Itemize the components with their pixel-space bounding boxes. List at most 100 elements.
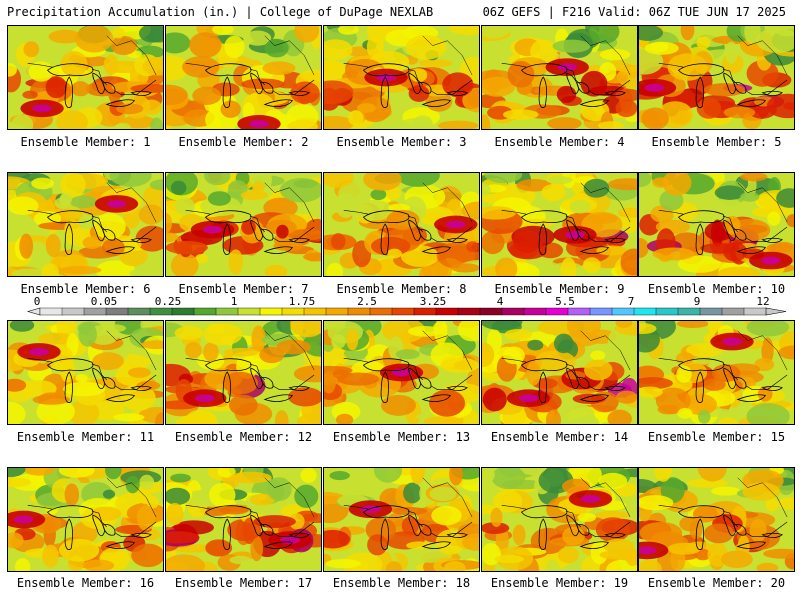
precip-blob [138, 26, 163, 43]
colorbar-label: 0 [34, 296, 41, 308]
lake-outline [408, 219, 422, 242]
precip-blob [109, 173, 152, 187]
precip-max-core [639, 546, 657, 555]
precip-blob [264, 264, 288, 276]
precip-max-core [644, 83, 665, 92]
precip-blob [324, 173, 354, 188]
precip-blob [396, 173, 440, 187]
precip-blob [192, 86, 222, 105]
precip-blob [356, 103, 376, 113]
precip-blob [224, 35, 245, 59]
precip-blob [512, 230, 541, 253]
precip-blob [264, 38, 289, 58]
lake-outline [260, 377, 274, 389]
precip-blob [116, 103, 144, 115]
precip-blob [166, 554, 206, 571]
border-line [580, 35, 631, 76]
colorbar-max-arrow [765, 307, 787, 316]
precip-blob [42, 544, 59, 568]
precip-blob [352, 199, 394, 221]
colorbar-label: 0.25 [155, 296, 182, 308]
precip-blob [776, 497, 794, 510]
ensemble-member-map [7, 320, 164, 425]
precip-blob [142, 57, 163, 76]
precip-field [482, 321, 637, 424]
precip-field [639, 26, 794, 129]
lake-outline [579, 394, 609, 402]
ensemble-member-caption: Ensemble Member: 17 [174, 576, 313, 590]
precip-blob [45, 233, 61, 258]
precip-blob [222, 371, 258, 395]
colorbar-swatch [369, 307, 393, 316]
ensemble-member-caption: Ensemble Member: 6 [20, 282, 151, 296]
precip-blob [31, 177, 55, 190]
ensemble-member-map [481, 25, 638, 130]
precip-blob [704, 523, 734, 544]
border-line [580, 330, 631, 371]
lake-outline [102, 524, 116, 536]
precip-blob [289, 513, 305, 530]
precip-blob [14, 558, 31, 571]
ensemble-member-map [7, 172, 164, 277]
border-line [501, 504, 631, 537]
ensemble-member-caption: Ensemble Member: 18 [332, 576, 471, 590]
ensemble-member-caption: Ensemble Member: 1 [20, 135, 151, 149]
border-line [422, 35, 473, 76]
precip-blob [60, 51, 88, 78]
colorbar-swatch [457, 307, 481, 316]
precip-blob [325, 558, 361, 569]
lake-outline [105, 394, 135, 402]
precip-blob [229, 394, 258, 416]
precip-blob [69, 195, 98, 209]
precip-blob [288, 387, 321, 407]
lake-outline [736, 394, 766, 402]
lake-outline [64, 371, 73, 404]
precip-blob [419, 264, 437, 276]
precip-field [166, 468, 321, 571]
precip-blob [679, 516, 700, 532]
precip-blob [166, 240, 208, 255]
precip-field [324, 468, 479, 571]
lake-outline [604, 385, 626, 392]
precip-blob [482, 206, 516, 220]
precip-blob [58, 468, 95, 478]
border-line [27, 357, 157, 390]
precip-blob [482, 468, 495, 482]
ensemble-member-map [323, 320, 480, 425]
ensemble-member-map [481, 467, 638, 572]
precip-blob [429, 389, 466, 417]
ensemble-member-caption: Ensemble Member: 15 [647, 430, 786, 444]
precip-field [324, 173, 479, 276]
precip-blob [599, 48, 631, 61]
precip-blob [639, 181, 661, 208]
precip-blob [569, 199, 591, 214]
precip-blob [273, 240, 304, 252]
precip-blob [449, 26, 479, 35]
colorbar-swatch [677, 307, 701, 316]
precip-blob [482, 543, 501, 566]
colorbar-swatch [61, 307, 85, 316]
lake-outline [566, 219, 580, 242]
precip-blob [212, 26, 234, 35]
colorbar-swatch [325, 307, 349, 316]
precip-blob [59, 193, 73, 206]
precip-blob [395, 349, 420, 360]
precip-blob [639, 323, 657, 335]
precip-blob [324, 80, 354, 105]
border-line [343, 504, 473, 537]
precip-blob [580, 70, 608, 97]
precip-blob [82, 236, 102, 250]
lake-outline [204, 210, 252, 224]
colorbar-label: 4 [497, 296, 504, 308]
precip-blob [346, 328, 359, 351]
precip-blob [713, 198, 743, 213]
precip-field [166, 321, 321, 424]
precip-blob [11, 114, 34, 129]
precip-blob [287, 229, 321, 241]
precip-blob [495, 257, 518, 276]
ensemble-member-caption: Ensemble Member: 10 [647, 282, 786, 296]
precip-blob [250, 535, 264, 562]
precip-blob [608, 178, 637, 191]
colorbar-min-arrow [26, 307, 41, 316]
precip-blob [482, 183, 491, 197]
